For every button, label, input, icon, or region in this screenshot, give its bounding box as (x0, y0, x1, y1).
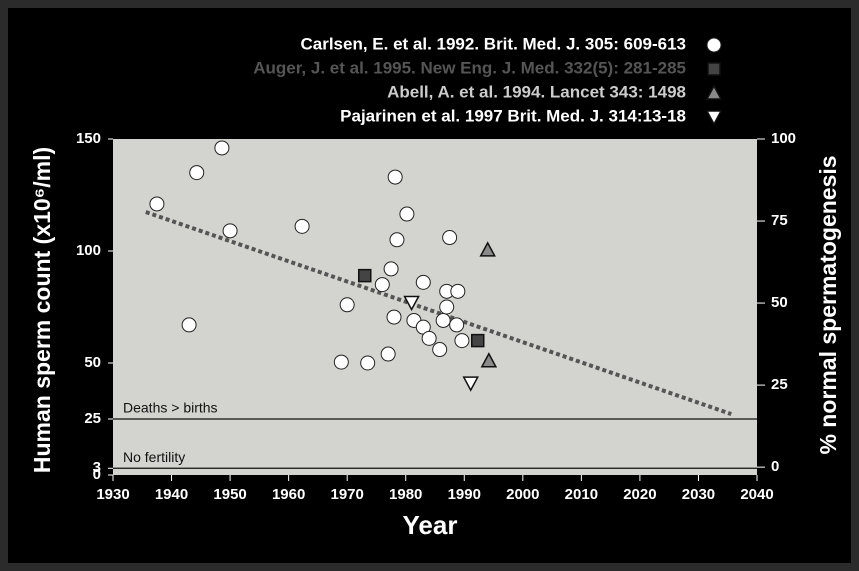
data-point (387, 169, 403, 185)
legend-marker (707, 62, 721, 76)
y2-tick-label: 0 (771, 458, 779, 475)
y2-tick-label: 25 (771, 376, 788, 393)
x-tick-label: 2020 (623, 486, 656, 503)
x-tick-label: 1970 (330, 486, 363, 503)
data-point (189, 165, 205, 181)
data-point (222, 223, 238, 239)
y-tick-label: 50 (84, 354, 101, 371)
data-point (360, 355, 376, 371)
plot-area (113, 139, 757, 475)
data-point (435, 312, 451, 328)
y2-axis-title: % normal spermatogenesis (815, 155, 841, 454)
x-tick-label: 2000 (506, 486, 539, 503)
reference-label: No fertility (123, 449, 185, 465)
legend-marker (706, 37, 722, 53)
data-point (383, 261, 399, 277)
data-point (181, 317, 197, 333)
x-tick-label: 1930 (96, 486, 129, 503)
data-point (479, 241, 496, 257)
data-point (439, 299, 455, 315)
legend-marker (705, 84, 723, 100)
data-point (380, 346, 396, 362)
y-tick-label: 0 (93, 466, 101, 483)
data-point (374, 277, 390, 293)
data-point (149, 196, 165, 212)
legend-label: Auger, J. et al. 1995. New Eng. J. Med. … (253, 58, 686, 77)
data-point (454, 333, 470, 349)
data-point (403, 295, 420, 312)
data-point (339, 297, 355, 313)
data-point (449, 317, 465, 333)
x-tick-label: 2040 (740, 486, 773, 503)
data-point (432, 342, 448, 358)
y2-tick-label: 50 (771, 294, 788, 311)
x-tick-label: 1990 (448, 486, 481, 503)
reference-label: Deaths > births (123, 400, 218, 416)
data-point (421, 330, 437, 346)
data-point (480, 352, 498, 368)
y-axis-title: Human sperm count (x10⁶/ml) (29, 147, 55, 473)
trend-line (145, 210, 732, 416)
x-tick-label: 2010 (565, 486, 598, 503)
data-point (214, 140, 230, 156)
data-point (462, 376, 479, 392)
legend-marker (705, 110, 723, 126)
data-point (450, 283, 466, 299)
y-tick-label: 25 (84, 410, 101, 427)
legend-label: Pajarinen et al. 1997 Brit. Med. J. 314:… (340, 106, 686, 125)
y2-tick-label: 75 (771, 212, 788, 229)
data-point (470, 333, 485, 348)
data-point (386, 309, 402, 325)
x-tick-label: 1950 (213, 486, 246, 503)
x-tick-label: 2030 (682, 486, 715, 503)
y-tick-label: 100 (76, 242, 101, 259)
x-tick-label: 1960 (272, 486, 305, 503)
data-point (442, 230, 458, 246)
data-point (399, 206, 415, 222)
data-point (333, 354, 349, 370)
legend-label: Carlsen, E. et al. 1992. Brit. Med. J. 3… (300, 34, 686, 53)
y-tick-label: 150 (76, 130, 101, 147)
data-point (294, 218, 310, 234)
data-point (415, 274, 431, 290)
data-point (389, 232, 405, 248)
data-point (357, 268, 372, 283)
legend-label: Abell, A. et al. 1994. Lancet 343: 1498 (387, 82, 686, 101)
x-tick-label: 1940 (155, 486, 188, 503)
y2-tick-label: 100 (771, 130, 796, 147)
x-axis-title: Year (403, 510, 458, 540)
x-tick-label: 1980 (389, 486, 422, 503)
y-tick-label: 3 (93, 459, 101, 476)
